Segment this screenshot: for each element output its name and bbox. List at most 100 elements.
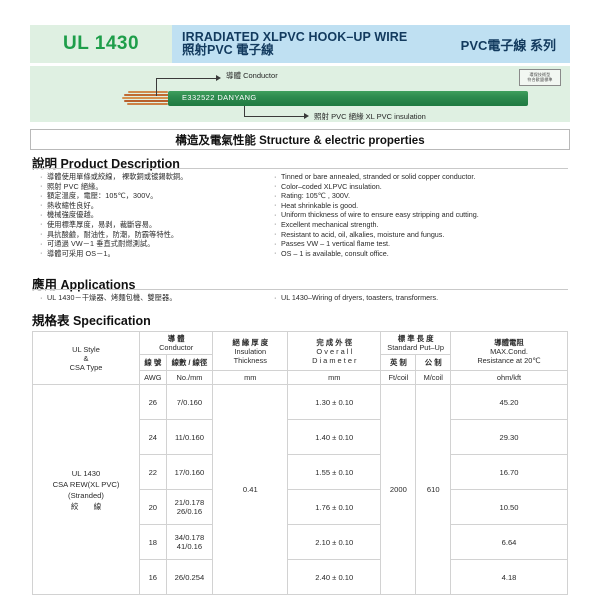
col-header-style: UL Style & CSA Type	[32, 331, 140, 385]
cell-style-type: UL 1430 CSA REW(XL PVC) (Stranded) 絞 線	[32, 384, 140, 595]
insulation-arrow-icon	[304, 113, 309, 119]
list-item: 熱收縮性良好。	[40, 200, 290, 211]
cell-diameter: 1.76 ± 0.10	[287, 489, 382, 525]
col-header-awg-cn: 線 號	[139, 354, 167, 371]
cell-strands: 34/0.178 41/0.16	[165, 524, 214, 560]
cell-strands: 26/0.254	[165, 559, 214, 595]
insulation-leader-vertical	[244, 106, 245, 117]
col-header-diameter-en2: D i a m e t e r	[312, 355, 357, 365]
list-item: Color–coded XLPVC insulation.	[274, 181, 574, 192]
col-header-putup-cn: 標 準 長 度	[397, 334, 434, 343]
cell-strands-line1: 34/0.178	[174, 533, 205, 542]
col-unit-awg: AWG	[139, 370, 167, 385]
table-row: 18 34/0.178 41/0.16 2.10 ± 0.10 6.64	[33, 524, 568, 560]
list-item: Resistant to acid, oil, alkalies, moistu…	[274, 229, 574, 240]
copper-strands-icon	[122, 90, 170, 107]
conductor-arrow-icon	[216, 74, 221, 81]
col-header-style-l2: &	[83, 353, 89, 363]
table-row: 16 26/0.254 2.40 ± 0.10 4.18	[33, 559, 568, 595]
list-item: Rating: 105℃ , 300V.	[274, 191, 574, 201]
description-list-cn: 導體使用單條或絞線， 裸軟銅或镀錫軟銅。 照射 PVC 絕緣。 額定溫度，電壓：…	[40, 172, 290, 258]
col-header-imperial-cn: 英 制	[380, 354, 417, 371]
cell-resistance: 16.70	[450, 454, 568, 490]
list-item: Heat shrinkable is good.	[274, 200, 574, 211]
list-item: Excellent mechanical strength.	[274, 219, 574, 230]
cell-diameter: 1.40 ± 0.10	[287, 419, 382, 455]
cell-awg: 22	[139, 454, 167, 490]
col-header-conductor-cn: 導 體	[167, 334, 185, 343]
cell-putup-imperial: 2000	[380, 384, 417, 595]
list-item: OS – 1 is available, consult office.	[274, 248, 574, 259]
applications-divider	[32, 289, 568, 290]
col-unit-diameter: mm	[287, 370, 382, 385]
col-header-style-l1: UL Style	[72, 344, 100, 354]
col-header-resistance-en2: Resistance at 20℃	[477, 355, 541, 365]
header-title-block: IRRADIATED XLPVC HOOK–UP WIRE 照射PVC 電子線 …	[172, 25, 570, 63]
badge-line-1: 環保技術型	[529, 72, 551, 78]
ul-code: UL 1430	[62, 33, 140, 54]
applications-list-en: UL 1430–Wiring of dryers, toasters, tran…	[274, 293, 574, 303]
cell-insulation-thickness: 0.41	[212, 384, 289, 595]
col-header-metric-cn: 公 制	[415, 354, 451, 371]
header-series-label: PVC電子線 系列	[460, 37, 556, 53]
cell-awg: 20	[139, 489, 167, 525]
cell-diameter: 2.40 ± 0.10	[287, 559, 382, 595]
col-header-insulation-en1: Insulation	[234, 346, 267, 356]
table-row: 24 11/0.160 1.40 ± 0.10 29.30	[33, 419, 568, 455]
col-unit-insulation: mm	[212, 370, 289, 385]
wire-diagram-panel: E332522 DANYANG 導體 Conductor 照射 PVC 絕緣 X…	[30, 66, 570, 122]
cell-awg: 24	[139, 419, 167, 455]
specification-heading: 規格表 Specification	[32, 314, 151, 328]
table-header-row-3: AWG No./mm mm mm Ft/coil M/coil ohm/kft	[33, 370, 568, 385]
cell-awg: 26	[139, 384, 167, 420]
list-item: Uniform thickness of wire to ensure easy…	[274, 210, 574, 220]
list-item: 可通過 VW－1 垂直式耐燃測試。	[40, 239, 290, 249]
description-divider	[32, 168, 568, 169]
col-header-resistance-cn: 導體電阻	[494, 337, 524, 347]
description-list-en: Tinned or bare annealed, stranded or sol…	[274, 172, 574, 258]
cell-resistance: 4.18	[450, 559, 568, 595]
cell-awg: 16	[139, 559, 167, 595]
cell-strands: 7/0.160	[165, 384, 214, 420]
list-item: Tinned or bare annealed, stranded or sol…	[274, 172, 574, 182]
applications-heading: 應用 Applications	[32, 278, 136, 292]
insulation-leader-horizontal	[244, 116, 306, 117]
header-title-en: IRRADIATED XLPVC HOOK–UP WIRE	[182, 29, 408, 44]
col-header-strands-cn: 線數 / 線徑	[165, 354, 214, 371]
cell-strands-line2: 26/0.16	[176, 507, 203, 516]
style-line-1: UL 1430	[71, 468, 101, 478]
style-line-2: CSA REW(XL PVC)	[52, 479, 120, 489]
col-header-diameter-cn: 完 成 外 徑	[316, 337, 353, 347]
col-header-insulation-en2: Thickness	[233, 355, 267, 365]
cell-diameter: 1.55 ± 0.10	[287, 454, 382, 490]
product-description-heading: 說明 Product Description	[32, 157, 180, 171]
specification-table: UL Style & CSA Type 導 體 Conductor 絕 緣 厚 …	[32, 331, 568, 595]
header-band: UL 1430 IRRADIATED XLPVC HOOK–UP WIRE 照射…	[30, 25, 570, 63]
col-header-insulation-cn: 絕 緣 厚 度	[232, 337, 269, 347]
col-header-diameter-en1: O v e r a l l	[316, 346, 353, 356]
col-header-style-l3: CSA Type	[69, 362, 103, 372]
col-header-putup-en: Standard Put–Up	[387, 343, 444, 352]
header-titles: IRRADIATED XLPVC HOOK–UP WIRE 照射PVC 電子線	[182, 29, 408, 57]
table-row: 20 21/0.178 26/0.16 1.76 ± 0.10 10.50	[33, 489, 568, 525]
badge-line-2: 符合歐盟標準	[527, 76, 553, 82]
certification-badge: 環保技術型 符合歐盟標準	[519, 69, 561, 86]
cell-putup-metric: 610	[415, 384, 451, 595]
header-ul-code-block: UL 1430	[30, 25, 172, 63]
cell-resistance: 10.50	[450, 489, 568, 525]
col-unit-resistance: ohm/kft	[450, 370, 568, 385]
cell-resistance: 6.64	[450, 524, 568, 560]
style-line-4: 絞 線	[70, 501, 102, 511]
cell-strands: 17/0.160	[165, 454, 214, 490]
cell-strands-line1: 21/0.178	[174, 498, 205, 507]
cell-strands-line2: 41/0.16	[176, 542, 203, 551]
wire-print-text: E332522 DANYANG	[182, 93, 257, 102]
col-header-conductor: 導 體 Conductor	[138, 331, 214, 355]
col-header-conductor-en: Conductor	[159, 343, 194, 352]
list-item: 額定溫度，電壓：105℃，300V。	[40, 191, 290, 201]
list-item: 機械強度優越。	[40, 210, 290, 220]
conductor-leader-horizontal	[156, 78, 218, 79]
cell-awg: 18	[139, 524, 167, 560]
col-header-diameter: 完 成 外 徑 O v e r a l l D i a m e t e r	[287, 331, 382, 371]
